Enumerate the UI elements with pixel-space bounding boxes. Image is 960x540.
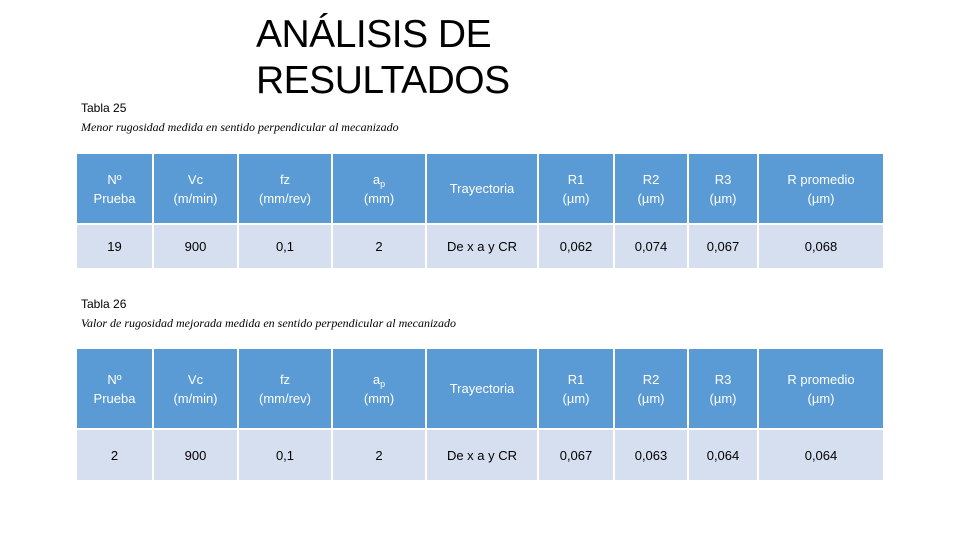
header-trayectoria: Trayectoria: [426, 349, 539, 430]
table-25: Nº Prueba Vc (m/min) fz (mm/rev) ap (mm) Tra…: [77, 154, 883, 268]
header-r3: R3 (µm): [688, 349, 759, 430]
cell-r2: 0,063: [614, 429, 689, 480]
header-r2: R2 (µm): [614, 349, 689, 430]
cell-r-promedio: 0,064: [758, 429, 883, 480]
header-r1: R1 (µm): [538, 349, 615, 430]
cell-ap: 2: [332, 429, 427, 480]
table-26-description: Valor de rugosidad mejorada medida en se…: [81, 316, 456, 330]
table-row: 2 900 0,1 2 De x a y CR 0,067 0,063 0,06…: [77, 429, 883, 480]
cell-r3: 0,067: [688, 224, 759, 268]
cell-prueba: 2: [77, 429, 154, 480]
header-ap: ap (mm): [332, 154, 427, 225]
cell-fz: 0,1: [238, 224, 333, 268]
header-prueba: Nº Prueba: [77, 349, 154, 430]
cell-vc: 900: [153, 224, 239, 268]
header-r3: R3 (µm): [688, 154, 759, 225]
header-r-promedio: R promedio (µm): [758, 349, 883, 430]
cell-trayectoria: De x a y CR: [426, 224, 539, 268]
table-row: 19 900 0,1 2 De x a y CR 0,062 0,074 0,0…: [77, 224, 883, 268]
table-25-header-row: Nº Prueba Vc (m/min) fz (mm/rev) ap (mm) Tra…: [77, 154, 883, 225]
cell-r3: 0,064: [688, 429, 759, 480]
cell-r1: 0,062: [538, 224, 615, 268]
cell-vc: 900: [153, 429, 239, 480]
cell-r-promedio: 0,068: [758, 224, 883, 268]
header-r-promedio: R promedio (µm): [758, 154, 883, 225]
cell-prueba: 19: [77, 224, 154, 268]
header-vc: Vc (m/min): [153, 349, 239, 430]
header-prueba: Nº Prueba: [77, 154, 154, 225]
table-25-number: Tabla 25: [81, 101, 127, 115]
cell-fz: 0,1: [238, 429, 333, 480]
cell-ap: 2: [332, 224, 427, 268]
header-vc: Vc (m/min): [153, 154, 239, 225]
table-26: Nº Prueba Vc (m/min) fz (mm/rev) ap (mm) Tra…: [77, 349, 883, 480]
cell-trayectoria: De x a y CR: [426, 429, 539, 480]
header-fz: fz (mm/rev): [238, 349, 333, 430]
table-26-number: Tabla 26: [81, 297, 127, 311]
cell-r2: 0,074: [614, 224, 689, 268]
slide-title-line-1: ANÁLISIS DE: [256, 13, 492, 56]
header-r1: R1 (µm): [538, 154, 615, 225]
cell-r1: 0,067: [538, 429, 615, 480]
header-r2: R2 (µm): [614, 154, 689, 225]
slide-title: ANÁLISIS DE RESULTADOS: [256, 12, 510, 104]
header-fz: fz (mm/rev): [238, 154, 333, 225]
header-ap: ap (mm): [332, 349, 427, 430]
slide-title-line-2: RESULTADOS: [256, 59, 510, 102]
header-trayectoria: Trayectoria: [426, 154, 539, 225]
table-26-header-row: Nº Prueba Vc (m/min) fz (mm/rev) ap (mm) Tra…: [77, 349, 883, 430]
table-25-description: Menor rugosidad medida en sentido perpen…: [81, 120, 399, 134]
